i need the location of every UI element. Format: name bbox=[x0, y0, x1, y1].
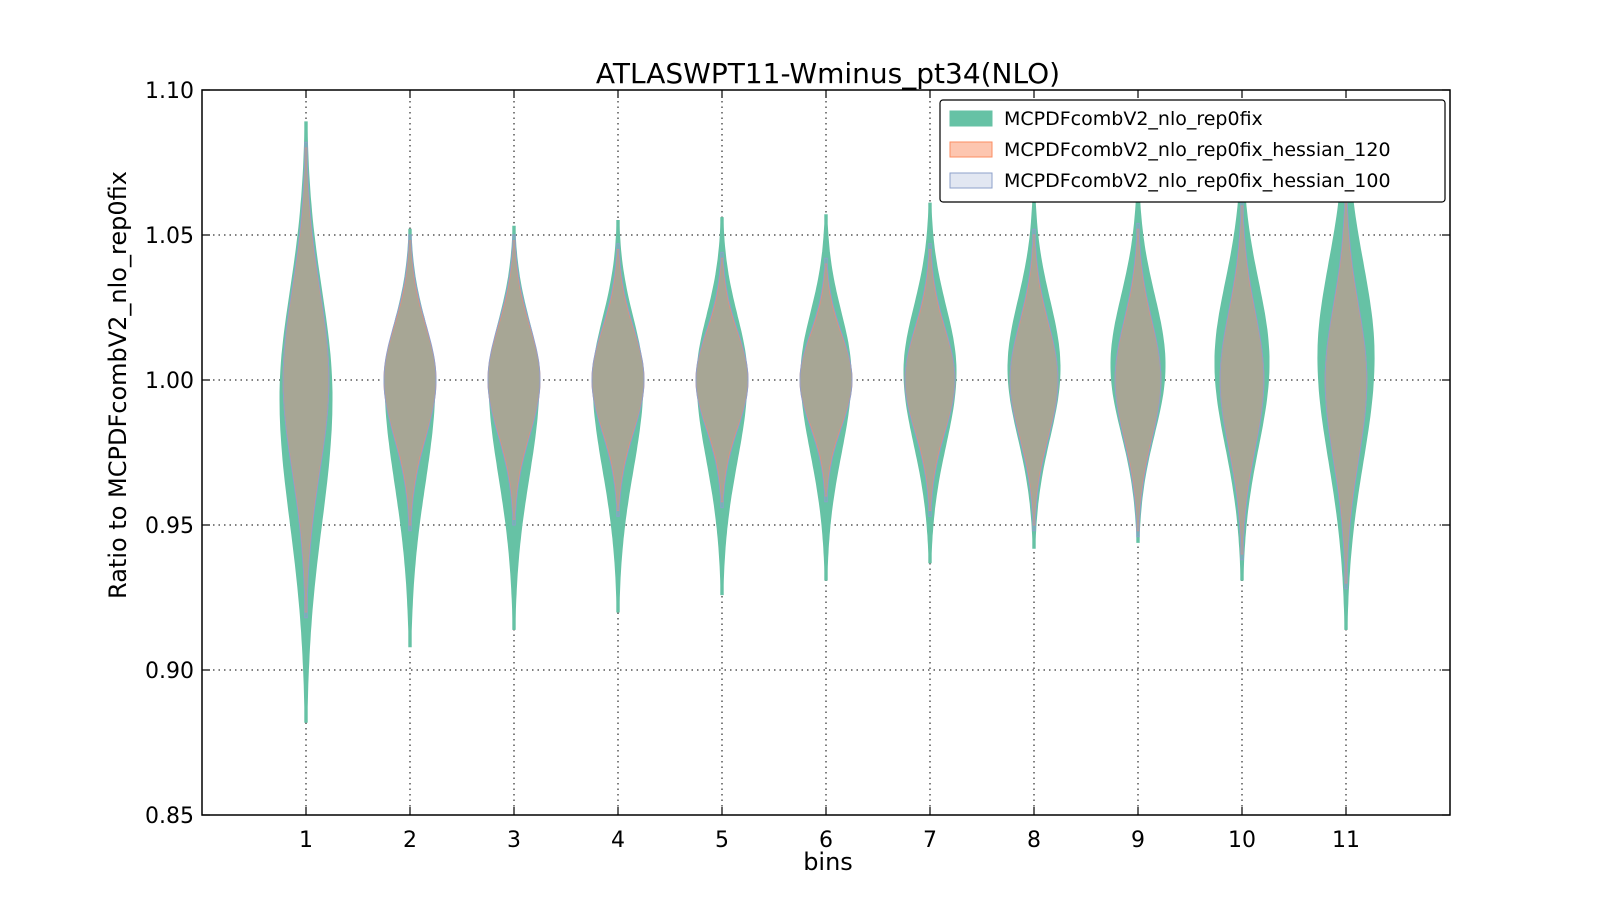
x-tick-label: 7 bbox=[923, 828, 937, 853]
y-axis-label: Ratio to MCPDFcombV2_nlo_rep0fix bbox=[104, 171, 132, 599]
x-tick-label: 8 bbox=[1027, 828, 1041, 853]
x-tick-label: 11 bbox=[1332, 828, 1360, 853]
violin-series3-bin1 bbox=[282, 141, 330, 619]
x-tick-label: 4 bbox=[611, 828, 625, 853]
violin-series3-bin7 bbox=[904, 243, 956, 517]
y-tick-label: 0.90 bbox=[145, 659, 194, 684]
violin-series3-bin10 bbox=[1219, 199, 1265, 561]
x-tick-label: 1 bbox=[299, 828, 313, 853]
y-tick-label: 1.00 bbox=[145, 369, 194, 394]
violin-series3-bin4 bbox=[591, 243, 645, 517]
x-tick-label: 10 bbox=[1228, 828, 1256, 853]
legend-swatch bbox=[949, 172, 993, 189]
violins bbox=[279, 112, 1375, 723]
legend-label: MCPDFcombV2_nlo_rep0fix bbox=[1004, 108, 1263, 130]
x-tick-label: 2 bbox=[403, 828, 417, 853]
x-tick-label: 6 bbox=[819, 828, 833, 853]
y-tick-label: 0.95 bbox=[145, 514, 194, 539]
violin-series3-bin9 bbox=[1114, 222, 1162, 538]
legend-swatch bbox=[949, 110, 993, 127]
legend: MCPDFcombV2_nlo_rep0fix MCPDFcombV2_nlo_r… bbox=[939, 99, 1446, 203]
violin-series3-bin8 bbox=[1009, 228, 1059, 532]
legend-label: MCPDFcombV2_nlo_rep0fix_hessian_100 bbox=[1004, 170, 1391, 192]
y-tick-label: 1.05 bbox=[145, 224, 194, 249]
x-tick-label: 3 bbox=[507, 828, 521, 853]
x-tick-label: 5 bbox=[715, 828, 729, 853]
legend-swatch bbox=[949, 141, 993, 158]
legend-label: MCPDFcombV2_nlo_rep0fix_hessian_120 bbox=[1004, 139, 1391, 161]
x-tick-label: 9 bbox=[1131, 828, 1145, 853]
legend-frame bbox=[939, 99, 1446, 203]
x-axis-label: bins bbox=[803, 848, 853, 876]
axis-ticks: 0.85 0.90 0.95 1.00 1.05 1.10 1 2 3 4 5 6 7 8 9 10 11 bbox=[145, 79, 1450, 853]
violin-series3-bin2 bbox=[383, 234, 437, 532]
violin-series3-bin3 bbox=[487, 234, 541, 526]
y-tick-label: 1.10 bbox=[145, 79, 194, 104]
violin-series3-bin6 bbox=[799, 257, 853, 503]
chart-title: ATLASWPT11-Wminus_pt34(NLO) bbox=[596, 57, 1060, 90]
violin-series3-bin11 bbox=[1324, 185, 1368, 590]
y-tick-label: 0.85 bbox=[145, 804, 194, 829]
violin-series3-bin5 bbox=[695, 251, 749, 509]
